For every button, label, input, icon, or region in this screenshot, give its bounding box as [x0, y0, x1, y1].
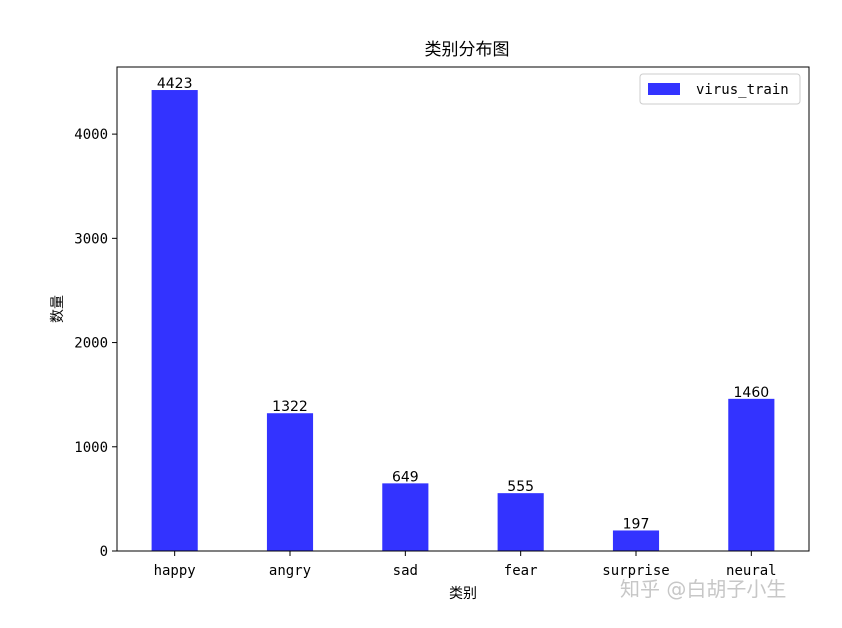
y-axis: 0 1000 2000 3000 4000: [74, 127, 117, 560]
bar-surprise: [612, 530, 660, 551]
y-tick-label: 0: [100, 544, 108, 560]
bar-sad: [382, 483, 429, 551]
x-tick-label-happy: happy: [154, 563, 196, 579]
y-tick-label: 4000: [74, 127, 108, 143]
chart-title: 类别分布图: [425, 40, 510, 60]
data-label-angry: 1322: [272, 399, 308, 415]
bar-angry: [266, 413, 314, 551]
legend-label: virus_train: [696, 82, 789, 98]
x-tick-label-fear: fear: [504, 563, 538, 579]
x-tick-label-neural: neural: [726, 563, 777, 579]
data-label-happy: 4423: [157, 76, 193, 92]
bar-neural: [728, 398, 775, 551]
legend-swatch: [648, 83, 680, 95]
data-label-surprise: 197: [623, 516, 650, 532]
x-tick-label-sad: sad: [393, 563, 418, 579]
data-label-fear: 555: [507, 479, 534, 495]
x-tick-label-surprise: surprise: [602, 563, 669, 579]
y-tick-label: 1000: [74, 440, 108, 456]
x-tick-label-angry: angry: [269, 563, 311, 579]
data-label-sad: 649: [392, 469, 419, 485]
legend-box: [639, 73, 801, 105]
y-axis-label: 数量: [50, 295, 66, 323]
plot-area: 4423 1322 649 555 197 1460: [151, 76, 775, 552]
y-tick-label: 3000: [74, 231, 108, 247]
x-axis: happy angry sad fear surprise neural: [154, 551, 777, 579]
plot-frame: [116, 66, 810, 552]
bar-happy: [151, 90, 198, 552]
watermark-text: 知乎 @白胡子小生: [620, 577, 786, 601]
x-axis-label: 类别: [449, 586, 477, 602]
legend: virus_train: [639, 73, 801, 105]
data-label-neural: 1460: [734, 385, 770, 401]
bar-fear: [497, 493, 544, 551]
y-tick-label: 2000: [74, 336, 108, 352]
